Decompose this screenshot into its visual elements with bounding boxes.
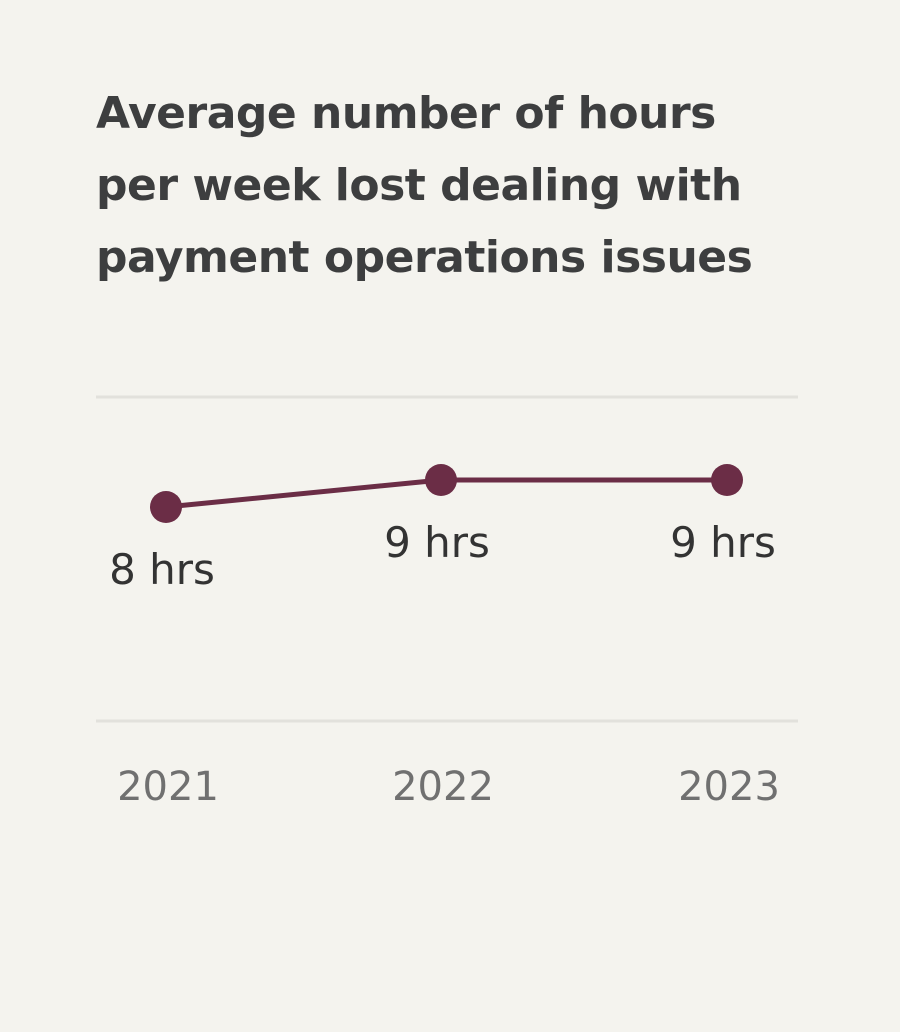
chart-title-line-3: payment operations issues <box>96 232 753 283</box>
data-label-2021: 8 hrs <box>109 545 215 594</box>
data-label-2022: 9 hrs <box>384 518 490 567</box>
x-axis-ticks: 2021 2022 2023 <box>117 764 780 810</box>
data-point-2021 <box>150 491 182 523</box>
data-point-2023 <box>711 464 743 496</box>
grid-lines <box>96 395 798 723</box>
data-points <box>150 464 743 523</box>
chart-title-line-2: per week lost dealing with <box>96 160 742 211</box>
chart-title-line-1: Average number of hours <box>96 88 716 139</box>
x-tick-label-2022: 2022 <box>392 764 494 810</box>
data-labels: 8 hrs 9 hrs 9 hrs <box>109 518 776 594</box>
x-tick-label-2023: 2023 <box>678 764 780 810</box>
data-label-2023: 9 hrs <box>670 518 776 567</box>
x-tick-label-2021: 2021 <box>117 764 219 810</box>
chart-title: Average number of hours per week lost de… <box>96 78 816 294</box>
data-point-2022 <box>425 464 457 496</box>
